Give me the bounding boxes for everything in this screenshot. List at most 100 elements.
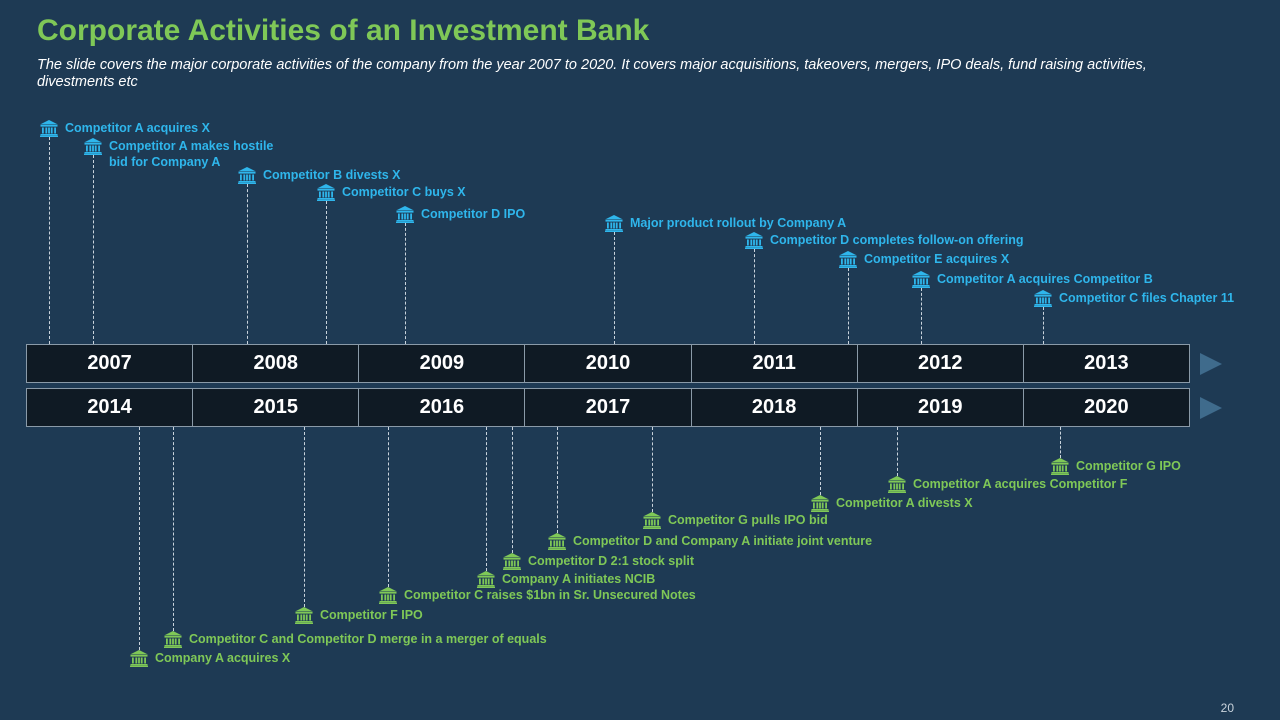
row-1-arrow-icon	[1200, 353, 1222, 375]
top-event: Competitor A makes hostile bid for Compa…	[84, 138, 273, 170]
year-cell: 2018	[691, 389, 858, 426]
bank-icon	[1051, 458, 1069, 475]
bottom-event: Competitor D 2:1 stock split	[503, 553, 694, 570]
year-cell: 2010	[525, 345, 692, 382]
top-event: Competitor A acquires Competitor B	[912, 271, 1153, 288]
bottom-event: Competitor A acquires Competitor F	[888, 476, 1127, 493]
event-label: Competitor G pulls IPO bid	[668, 513, 828, 527]
year-cell: 2016	[359, 389, 526, 426]
event-label: Competitor A acquires Competitor B	[937, 272, 1153, 286]
year-cell: 2017	[525, 389, 692, 426]
bank-icon	[745, 232, 763, 249]
connector-line	[1060, 427, 1061, 458]
bank-icon	[1034, 290, 1052, 307]
top-event: Competitor C buys X	[317, 184, 466, 201]
bottom-event: Competitor G pulls IPO bid	[643, 512, 828, 529]
bank-icon	[477, 571, 495, 588]
bottom-event: Competitor A divests X	[811, 495, 973, 512]
year-cell: 2012	[857, 345, 1024, 382]
event-label: Competitor C raises $1bn in Sr. Unsecure…	[404, 588, 696, 602]
event-label: Competitor D completes follow-on offerin…	[770, 233, 1024, 247]
bottom-event: Company A initiates NCIB	[477, 571, 655, 588]
year-cell: 2009	[359, 345, 526, 382]
connector-line	[405, 223, 406, 344]
connector-line	[652, 427, 653, 512]
bottom-event: Competitor C and Competitor D merge in a…	[164, 631, 547, 648]
event-label: Competitor G IPO	[1076, 459, 1181, 473]
top-event: Competitor A acquires X	[40, 120, 210, 137]
timeline-row-1: 2007 2008 2009 2010 2011 2012 2013	[26, 344, 1190, 383]
bank-icon	[912, 271, 930, 288]
top-event: Major product rollout by Company A	[605, 215, 846, 232]
top-event: Competitor E acquires X	[839, 251, 1009, 268]
year-cell: 2015	[193, 389, 360, 426]
bank-icon	[643, 512, 661, 529]
connector-line	[897, 427, 898, 476]
connector-line	[49, 137, 50, 344]
top-event: Competitor C files Chapter 11	[1034, 290, 1234, 307]
page-subtitle: The slide covers the major corporate act…	[37, 57, 1147, 90]
page-title: Corporate Activities of an Investment Ba…	[37, 14, 650, 47]
bank-icon	[548, 533, 566, 550]
event-label: Competitor E acquires X	[864, 252, 1010, 266]
event-label: Competitor A acquires X	[65, 121, 210, 135]
year-cell: 2020	[1023, 389, 1189, 426]
connector-line	[247, 184, 248, 344]
connector-line	[486, 427, 487, 571]
event-label: Company A acquires X	[155, 651, 291, 665]
event-label: Competitor B divests X	[263, 168, 401, 182]
timeline-row-2: 2014 2015 2016 2017 2018 2019 2020	[26, 388, 1190, 427]
top-event: Competitor D IPO	[396, 206, 525, 223]
connector-line	[388, 427, 389, 587]
bank-icon	[84, 138, 102, 155]
event-label: Competitor D IPO	[421, 207, 526, 221]
connector-line	[820, 427, 821, 495]
year-cell: 2008	[193, 345, 360, 382]
event-label: Competitor C buys X	[342, 185, 466, 199]
event-label: Competitor D and Company A initiate join…	[573, 534, 873, 548]
year-cell: 2013	[1023, 345, 1189, 382]
row-2-arrow-icon	[1200, 397, 1222, 419]
bank-icon	[164, 631, 182, 648]
event-label: Competitor A acquires Competitor F	[913, 477, 1128, 491]
page-number: 20	[1220, 701, 1234, 715]
event-label: Competitor A divests X	[836, 496, 973, 510]
connector-line	[848, 268, 849, 344]
event-label: Competitor A makes hostile bid for Compa…	[109, 139, 274, 169]
year-cell: 2019	[857, 389, 1024, 426]
bank-icon	[130, 650, 148, 667]
event-label: Competitor D 2:1 stock split	[528, 554, 694, 568]
bank-icon	[379, 587, 397, 604]
connector-line	[1043, 307, 1044, 344]
bank-icon	[317, 184, 335, 201]
connector-line	[512, 427, 513, 553]
year-cell: 2011	[691, 345, 858, 382]
bank-icon	[396, 206, 414, 223]
event-label: Competitor C files Chapter 11	[1059, 291, 1235, 305]
bank-icon	[40, 120, 58, 137]
bank-icon	[888, 476, 906, 493]
bottom-event: Competitor C raises $1bn in Sr. Unsecure…	[379, 587, 696, 604]
event-label: Company A initiates NCIB	[502, 572, 656, 586]
event-label: Competitor F IPO	[320, 608, 423, 622]
bank-icon	[811, 495, 829, 512]
connector-line	[921, 288, 922, 344]
bottom-event: Competitor G IPO	[1051, 458, 1181, 475]
bottom-event: Competitor D and Company A initiate join…	[548, 533, 872, 550]
bottom-event: Company A acquires X	[130, 650, 290, 667]
connector-line	[139, 427, 140, 650]
connector-line	[557, 427, 558, 533]
year-cell: 2014	[27, 389, 194, 426]
top-event: Competitor D completes follow-on offerin…	[745, 232, 1023, 249]
bank-icon	[605, 215, 623, 232]
connector-line	[304, 427, 305, 607]
event-label: Major product rollout by Company A	[630, 216, 847, 230]
connector-line	[754, 249, 755, 344]
top-event: Competitor B divests X	[238, 167, 401, 184]
event-label: Competitor C and Competitor D merge in a…	[189, 632, 547, 646]
year-cell: 2007	[27, 345, 194, 382]
connector-line	[173, 427, 174, 631]
bank-icon	[503, 553, 521, 570]
bank-icon	[238, 167, 256, 184]
connector-line	[93, 155, 94, 344]
